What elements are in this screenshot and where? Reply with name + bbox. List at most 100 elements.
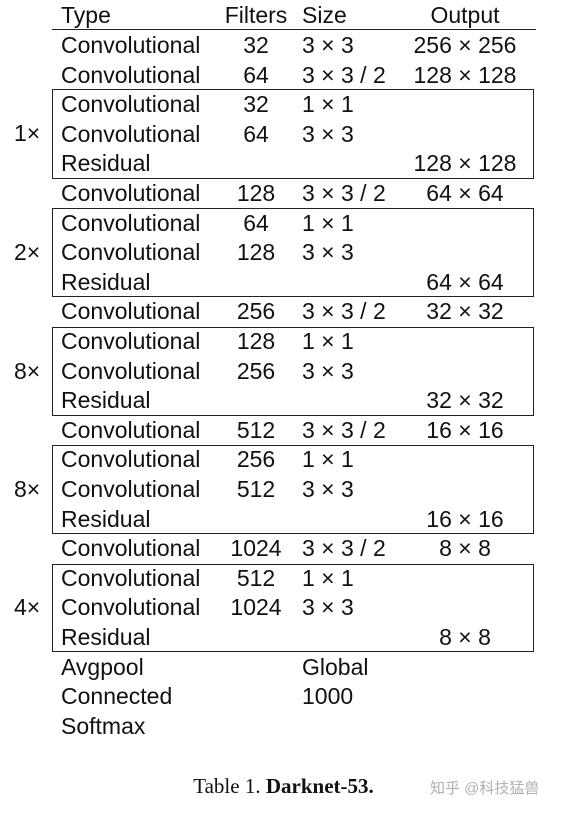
- table-row: Convolutional 512 3 × 3: [0, 475, 567, 505]
- residual-block-5: [52, 564, 534, 652]
- cell-type: Convolutional: [61, 32, 201, 58]
- block-multiplier: 8×: [14, 358, 41, 384]
- caption-title: Darknet-53.: [265, 774, 374, 798]
- cell-output: 8 × 8: [439, 535, 491, 562]
- residual-block-2: [52, 208, 534, 297]
- cell-output: 128 × 128: [413, 150, 517, 177]
- watermark: 知乎 @科技猛兽: [430, 780, 540, 797]
- cell-type: Convolutional: [61, 446, 201, 473]
- cell-size: 3 × 3 / 2: [302, 416, 386, 443]
- header-output: Output: [430, 2, 500, 28]
- cell-output: 128 × 128: [413, 61, 517, 88]
- table-row: Residual 32 × 32: [0, 386, 567, 416]
- cell-type: Convolutional: [61, 564, 201, 591]
- header-size: Size: [302, 2, 347, 28]
- cell-filters: 128: [236, 328, 276, 354]
- residual-block-4: [52, 445, 534, 534]
- table-row: Convolutional 1024 3 × 3 / 2 8 × 8: [0, 534, 567, 564]
- header-type: Type: [61, 2, 111, 28]
- header-filters: Filters: [224, 2, 288, 28]
- cell-filters: 32: [243, 91, 269, 118]
- cell-type: Convolutional: [61, 298, 201, 325]
- cell-type: Convolutional: [61, 120, 201, 147]
- cell-size: 3 × 3: [302, 32, 354, 58]
- cell-type: Convolutional: [61, 61, 201, 88]
- cell-filters: 64: [243, 120, 269, 147]
- table-row: Residual 128 × 128: [0, 149, 567, 179]
- cell-size: 3 × 3 / 2: [302, 180, 386, 206]
- residual-block-1: [52, 89, 534, 179]
- cell-size: 1 × 1: [302, 209, 354, 236]
- cell-type: Convolutional: [61, 328, 201, 354]
- cell-output: 32 × 32: [426, 298, 504, 325]
- table-row: Residual 16 × 16: [0, 505, 567, 535]
- cell-output: 256 × 256: [413, 32, 517, 58]
- cell-type: Residual: [61, 268, 151, 295]
- cell-filters: 512: [236, 564, 276, 591]
- cell-size: 3 × 3: [302, 594, 354, 621]
- cell-output: 64 × 64: [426, 180, 504, 206]
- table-row: Convolutional 1024 3 × 3: [0, 593, 567, 623]
- cell-type: Residual: [61, 387, 151, 414]
- cell-type: Convolutional: [61, 357, 201, 384]
- cell-size: 3 × 3: [302, 120, 354, 147]
- table-row: Convolutional 64 1 × 1: [0, 209, 567, 239]
- cell-filters: 512: [236, 476, 276, 502]
- cell-size: 1000: [302, 683, 354, 710]
- cell-size: 3 × 3: [302, 239, 354, 266]
- caption-prefix: Table 1.: [193, 774, 266, 798]
- cell-output: 64 × 64: [426, 268, 504, 295]
- cell-filters: 256: [236, 298, 276, 325]
- cell-type: Convolutional: [61, 535, 201, 562]
- cell-filters: 256: [236, 357, 276, 384]
- table-row: Convolutional 512 3 × 3 / 2 16 × 16: [0, 416, 567, 446]
- block-multiplier: 2×: [14, 239, 41, 265]
- cell-filters: 64: [243, 61, 269, 88]
- cell-size: 3 × 3: [302, 476, 354, 502]
- table-row: Residual 64 × 64: [0, 268, 567, 298]
- table-row: Convolutional 256 3 × 3 / 2 32 × 32: [0, 297, 567, 327]
- cell-type: Residual: [61, 624, 151, 650]
- cell-filters: 128: [236, 180, 276, 206]
- cell-type: Convolutional: [61, 209, 201, 236]
- table-row: Convolutional 64 3 × 3 / 2 128 × 128: [0, 61, 567, 91]
- table-caption: Table 1. Darknet-53.: [0, 774, 567, 799]
- table-row: Avgpool Global: [0, 653, 567, 683]
- table-row: Convolutional 256 3 × 3: [0, 357, 567, 387]
- cell-filters: 1024: [230, 594, 282, 621]
- cell-type: Softmax: [61, 712, 146, 739]
- cell-size: 1 × 1: [302, 446, 354, 473]
- cell-type: Convolutional: [61, 180, 201, 206]
- table-row: Residual 8 × 8: [0, 623, 567, 653]
- cell-type: Convolutional: [61, 91, 201, 118]
- cell-type: Convolutional: [61, 476, 201, 502]
- cell-output: 16 × 16: [426, 416, 504, 443]
- cell-filters: 1024: [230, 535, 282, 562]
- cell-type: Residual: [61, 150, 151, 177]
- block-multiplier: 4×: [14, 594, 41, 620]
- cell-size: 3 × 3 / 2: [302, 61, 386, 88]
- table-row: Convolutional 128 1 × 1: [0, 327, 567, 357]
- table-row: Convolutional 256 1 × 1: [0, 445, 567, 475]
- cell-size: 1 × 1: [302, 564, 354, 591]
- cell-size: 3 × 3: [302, 357, 354, 384]
- table-row: Connected 1000: [0, 682, 567, 712]
- cell-size: Global: [302, 653, 369, 680]
- cell-filters: 256: [236, 446, 276, 473]
- block-multiplier: 8×: [14, 476, 41, 502]
- table-row: Convolutional 512 1 × 1: [0, 564, 567, 594]
- table-row: Convolutional 128 3 × 3: [0, 238, 567, 268]
- cell-type: Connected: [61, 683, 173, 710]
- cell-output: 16 × 16: [426, 505, 504, 532]
- table-row: Convolutional 128 3 × 3 / 2 64 × 64: [0, 179, 567, 209]
- table-row: Convolutional 32 1 × 1: [0, 90, 567, 120]
- cell-type: Convolutional: [61, 239, 201, 266]
- residual-block-3: [52, 327, 534, 416]
- cell-filters: 512: [236, 416, 276, 443]
- cell-size: 1 × 1: [302, 91, 354, 118]
- table-header: Type Filters Size Output: [0, 1, 567, 31]
- table-row: Convolutional 32 3 × 3 256 × 256: [0, 31, 567, 61]
- cell-size: 3 × 3 / 2: [302, 535, 386, 562]
- table-row: Convolutional 64 3 × 3: [0, 120, 567, 150]
- cell-filters: 32: [243, 32, 269, 58]
